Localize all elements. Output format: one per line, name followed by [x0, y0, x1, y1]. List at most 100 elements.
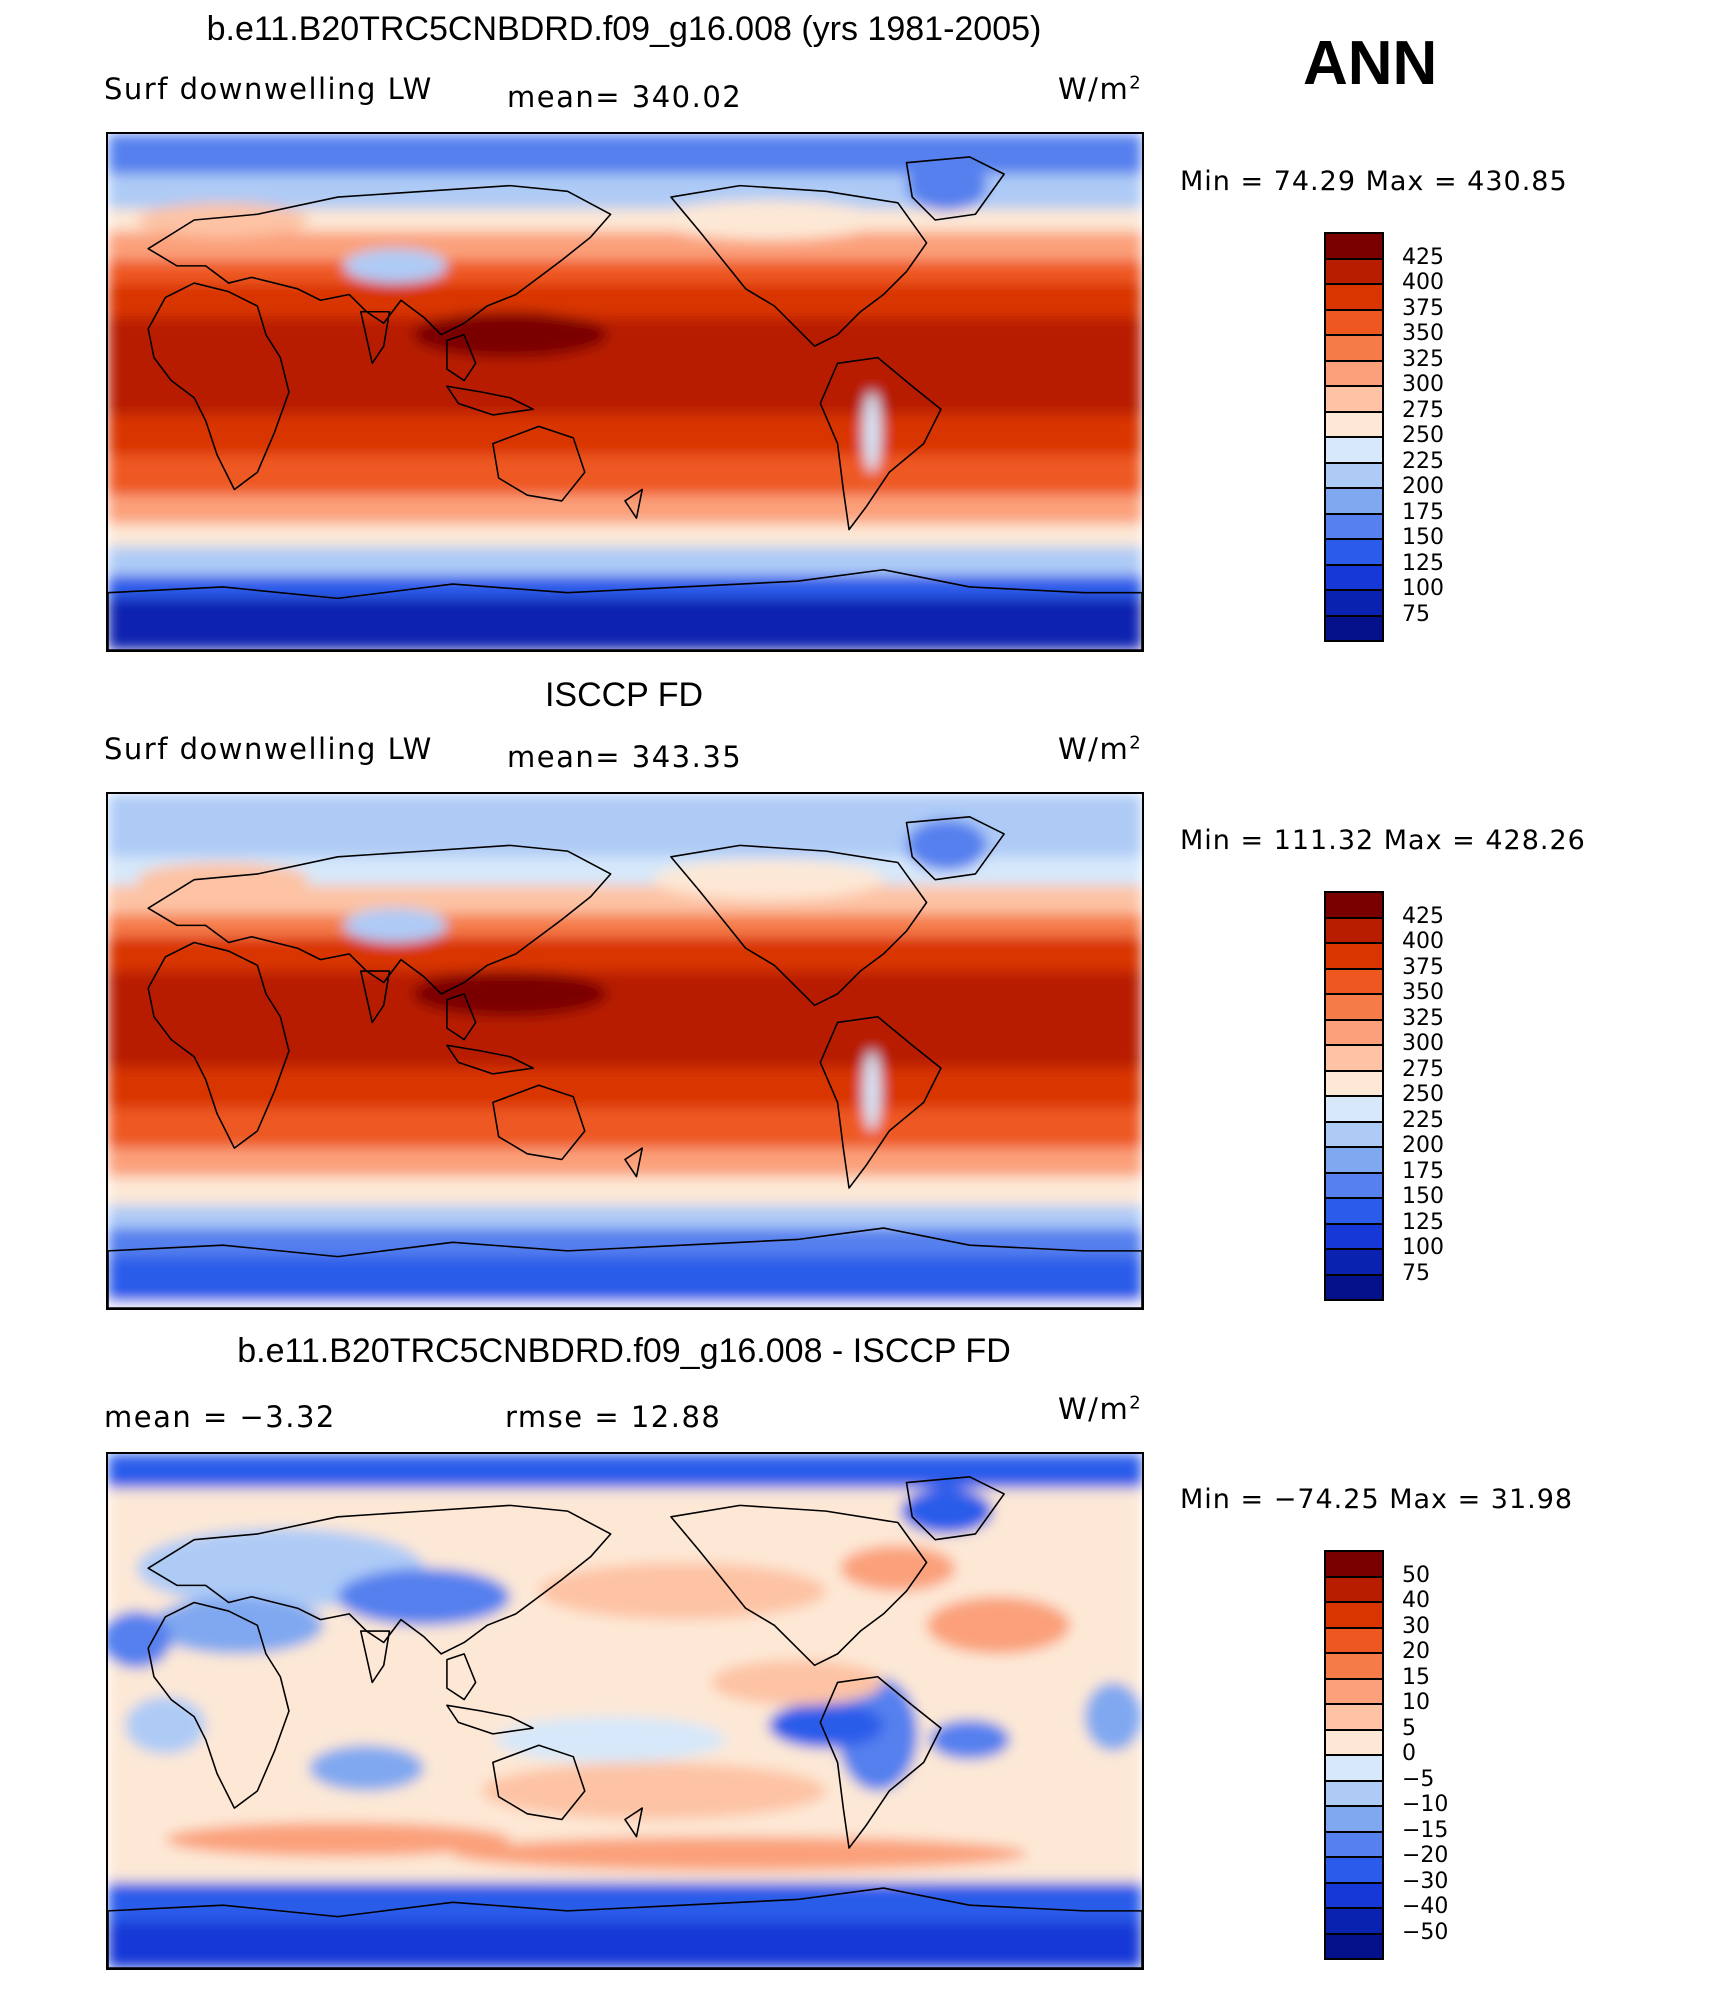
- panel-1-variable-label: Surf downwelling LW: [104, 72, 433, 106]
- colorbar-box: [1324, 1222, 1384, 1250]
- colorbar-label: 325: [1402, 1005, 1444, 1031]
- panel-2-units: W/m2: [1058, 732, 1143, 766]
- colorbar-label: 300: [1402, 372, 1444, 397]
- season-label: ANN: [1303, 29, 1438, 98]
- colorbar-label: 10: [1402, 1690, 1430, 1715]
- panel-2-title: ISCCP FD: [544, 676, 704, 714]
- colorbar-label: 5: [1402, 1715, 1416, 1741]
- colorbar-label: 30: [1402, 1613, 1430, 1639]
- colorbar-box: [1324, 1069, 1384, 1097]
- colorbar-box: [1324, 1932, 1384, 1960]
- colorbar-box: [1324, 1728, 1384, 1756]
- colorbar-label: 175: [1402, 499, 1444, 525]
- colorbar-box: [1324, 942, 1384, 970]
- colorbar-box: [1324, 1754, 1384, 1782]
- colorbar-label: 250: [1402, 423, 1444, 448]
- colorbar-box: [1324, 385, 1384, 413]
- panel-1-map: [106, 132, 1144, 652]
- colorbar-label: −10: [1402, 1792, 1449, 1817]
- colorbar-label: 425: [1402, 903, 1444, 929]
- colorbar-label: 400: [1402, 929, 1444, 954]
- colorbar-label: 275: [1402, 1056, 1444, 1082]
- colorbar-label: 375: [1402, 295, 1444, 321]
- colorbar-box: [1324, 1248, 1384, 1276]
- colorbar-box: [1324, 1197, 1384, 1225]
- panel-2-map: [106, 792, 1144, 1310]
- colorbar-label: 275: [1402, 397, 1444, 423]
- colorbar-label: 150: [1402, 525, 1444, 550]
- colorbar-label: −5: [1402, 1766, 1435, 1792]
- colorbar-label: 250: [1402, 1082, 1444, 1107]
- panel-1-title: b.e11.B20TRC5CNBDRD.f09_g16.008 (yrs 198…: [206, 10, 1042, 48]
- colorbar-box: [1324, 308, 1384, 336]
- colorbar-box: [1324, 359, 1384, 387]
- colorbar-box: [1324, 1856, 1384, 1884]
- colorbar-label: −20: [1402, 1843, 1449, 1868]
- colorbar-box: [1324, 283, 1384, 311]
- colorbar-box: [1324, 589, 1384, 617]
- colorbar-box: [1324, 436, 1384, 464]
- colorbar-box: [1324, 538, 1384, 566]
- colorbar-label: 20: [1402, 1639, 1430, 1664]
- panel-3-min-max: Min = −74.25 Max = 31.98: [1180, 1484, 1574, 1515]
- colorbar-box: [1324, 1273, 1384, 1301]
- panel-3-colorbar: 50 40 30 20 15 10 5 0 −5 −10 −15 −20 −30 −40 −50: [1324, 1550, 1448, 1960]
- colorbar-label: 225: [1402, 448, 1444, 474]
- colorbar-box: [1324, 487, 1384, 515]
- colorbar-label: 75: [1402, 601, 1430, 627]
- panel-2-variable-label: Surf downwelling LW: [104, 732, 433, 766]
- colorbar-box: [1324, 410, 1384, 438]
- panel-1-min-max: Min = 74.29 Max = 430.85: [1180, 166, 1568, 197]
- colorbar-box: [1324, 614, 1384, 642]
- panel-1-mean: mean= 340.02: [507, 80, 743, 114]
- colorbar-label: −30: [1402, 1868, 1449, 1894]
- panel-3-rmse: rmse = 12.88: [505, 1400, 722, 1434]
- colorbar-box: [1324, 1805, 1384, 1833]
- colorbar-label: −40: [1402, 1894, 1449, 1919]
- colorbar-label: 75: [1402, 1260, 1430, 1286]
- colorbar-box: [1324, 1171, 1384, 1199]
- colorbar-label: 50: [1402, 1562, 1430, 1588]
- panel-3-mean: mean = −3.32: [104, 1400, 336, 1434]
- colorbar-box: [1324, 1120, 1384, 1148]
- colorbar-box: [1324, 1095, 1384, 1123]
- colorbar-label: 400: [1402, 270, 1444, 295]
- panel-3-units: W/m2: [1058, 1392, 1143, 1426]
- colorbar-box: [1324, 916, 1384, 944]
- colorbar-box: [1324, 512, 1384, 540]
- colorbar-label: −50: [1402, 1919, 1449, 1945]
- colorbar-label: 175: [1402, 1158, 1444, 1184]
- colorbar-label: 225: [1402, 1107, 1444, 1133]
- panel-3-title: b.e11.B20TRC5CNBDRD.f09_g16.008 - ISCCP …: [237, 1332, 1011, 1370]
- colorbar-box: [1324, 1601, 1384, 1629]
- colorbar-label: 150: [1402, 1184, 1444, 1209]
- colorbar-box: [1324, 1575, 1384, 1603]
- panel-2-colorbar: 425 400 375 350 325 300 275 250 225 200 175 150 125 1…: [1324, 891, 1444, 1301]
- colorbar-box: [1324, 334, 1384, 362]
- colorbar-box: [1324, 967, 1384, 995]
- panel-2-mean: mean= 343.35: [507, 740, 743, 774]
- colorbar-box: [1324, 1779, 1384, 1807]
- colorbar-box: [1324, 1626, 1384, 1654]
- colorbar-label: 200: [1402, 1133, 1444, 1158]
- colorbar-box: [1324, 891, 1384, 919]
- colorbar-label: 15: [1402, 1664, 1430, 1690]
- colorbar-box: [1324, 1881, 1384, 1909]
- colorbar-box: [1324, 232, 1384, 260]
- colorbar-label: 300: [1402, 1031, 1444, 1056]
- colorbar-label: 425: [1402, 244, 1444, 270]
- colorbar-label: 375: [1402, 954, 1444, 980]
- colorbar-box: [1324, 1677, 1384, 1705]
- colorbar-label: 40: [1402, 1588, 1430, 1613]
- colorbar-label: 350: [1402, 321, 1444, 346]
- panel-1-units: W/m2: [1058, 72, 1143, 106]
- colorbar-box: [1324, 993, 1384, 1021]
- panel-3-map: [106, 1452, 1144, 1970]
- colorbar-label: 100: [1402, 1235, 1444, 1260]
- colorbar-box: [1324, 257, 1384, 285]
- colorbar-box: [1324, 1907, 1384, 1935]
- panel-1-colorbar: 425 400 375 350 325 300 275 250 225 200 175 150 125 1…: [1324, 232, 1444, 642]
- colorbar-box: [1324, 1018, 1384, 1046]
- colorbar-label: 100: [1402, 576, 1444, 601]
- colorbar-box: [1324, 1703, 1384, 1731]
